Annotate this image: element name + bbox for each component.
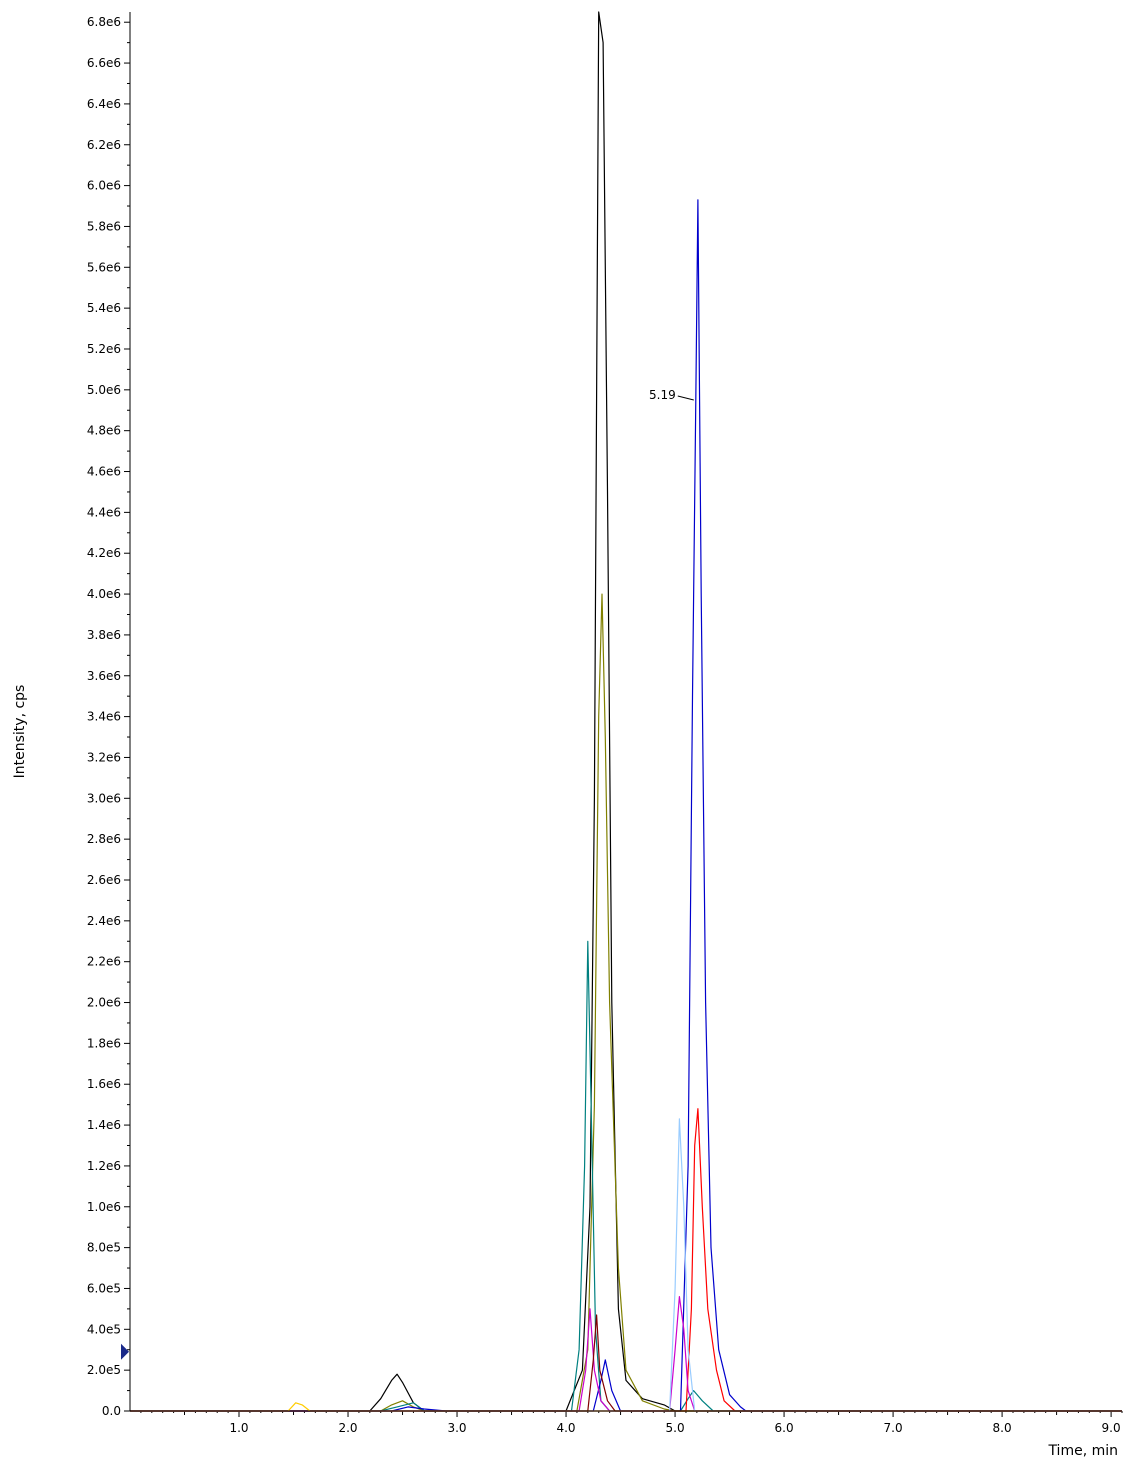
- x-tick-label: 9.0: [1102, 1421, 1121, 1435]
- y-tick-label: 4.0e5: [87, 1322, 121, 1336]
- y-tick-label: 2.0e5: [87, 1363, 121, 1377]
- y-tick-label: 2.8e6: [87, 832, 121, 846]
- series-line: [130, 1295, 1122, 1412]
- y-tick-label: 3.4e6: [87, 710, 121, 724]
- series-line: [130, 1314, 1122, 1412]
- y-tick-label: 1.4e6: [87, 1118, 121, 1132]
- y-tick-label: 4.4e6: [87, 505, 121, 519]
- y-tick-label: 1.8e6: [87, 1036, 121, 1050]
- series-layer: [130, 11, 1122, 1412]
- y-tick-label: 2.2e6: [87, 955, 121, 969]
- y-tick-label: 3.8e6: [87, 628, 121, 642]
- y-tick-label: 1.6e6: [87, 1077, 121, 1091]
- x-tick-label: 1.0: [229, 1421, 248, 1435]
- series-line: [130, 11, 1122, 1412]
- y-tick-label: 6.0e6: [87, 179, 121, 193]
- x-tick-label: 2.0: [338, 1421, 357, 1435]
- x-tick-label: 6.0: [775, 1421, 794, 1435]
- x-tick-label: 4.0: [556, 1421, 575, 1435]
- series-line: [130, 593, 1122, 1412]
- x-tick-label: 8.0: [993, 1421, 1012, 1435]
- y-tick-label: 5.6e6: [87, 260, 121, 274]
- y-tick-label: 2.0e6: [87, 996, 121, 1010]
- series-line: [130, 199, 1122, 1412]
- y-tick-label: 4.6e6: [87, 465, 121, 479]
- x-axis-ticks: 1.0 2.0 3.0 4.0 5.0 6.0 7.0 8.0 9.0: [140, 1411, 1123, 1435]
- y-tick-label: 3.6e6: [87, 669, 121, 683]
- x-tick-label: 5.0: [666, 1421, 685, 1435]
- y-axis-title: Intensity, cps: [12, 685, 28, 779]
- y-tick-label: 4.0e6: [87, 587, 121, 601]
- y-tick-label: 3.0e6: [87, 791, 121, 805]
- y-tick-label: 6.0e5: [87, 1281, 121, 1295]
- y-tick-label: 5.2e6: [87, 342, 121, 356]
- peak-label-leader: [677, 395, 694, 401]
- y-tick-label: 5.8e6: [87, 219, 121, 233]
- y-tick-label: 6.2e6: [87, 138, 121, 152]
- y-tick-label: 1.2e6: [87, 1159, 121, 1173]
- annotation-layer: 5.19: [649, 388, 694, 402]
- x-tick-label: 3.0: [447, 1421, 466, 1435]
- y-tick-label: 4.8e6: [87, 424, 121, 438]
- x-axis-title: Time, min: [1047, 1443, 1118, 1459]
- y-tick-label: 5.4e6: [87, 301, 121, 315]
- y-tick-label: 4.2e6: [87, 546, 121, 560]
- x-tick-label: 7.0: [884, 1421, 903, 1435]
- level-marker-icon[interactable]: [121, 1343, 129, 1360]
- y-axis-ticks: 0.0 2.0e5 4.0e5 6.0e5 8.0e5 1.0e6 1.2e6 1.4e6 1.…: [87, 15, 130, 1418]
- y-tick-label: 6.4e6: [87, 97, 121, 111]
- series-line: [130, 1118, 1122, 1412]
- peak-label: 5.19: [649, 388, 676, 402]
- series-line: [130, 1108, 1122, 1412]
- series-line: [130, 1402, 1122, 1412]
- series-line: [130, 940, 1122, 1412]
- y-tick-label: 6.6e6: [87, 56, 121, 70]
- y-tick-label: 8.0e5: [87, 1241, 121, 1255]
- y-tick-label: 1.0e6: [87, 1200, 121, 1214]
- y-tick-label: 0.0: [102, 1404, 121, 1418]
- y-tick-label: 3.2e6: [87, 750, 121, 764]
- y-tick-label: 2.4e6: [87, 914, 121, 928]
- y-tick-label: 2.6e6: [87, 873, 121, 887]
- y-tick-label: 6.8e6: [87, 15, 121, 29]
- y-tick-label: 5.0e6: [87, 383, 121, 397]
